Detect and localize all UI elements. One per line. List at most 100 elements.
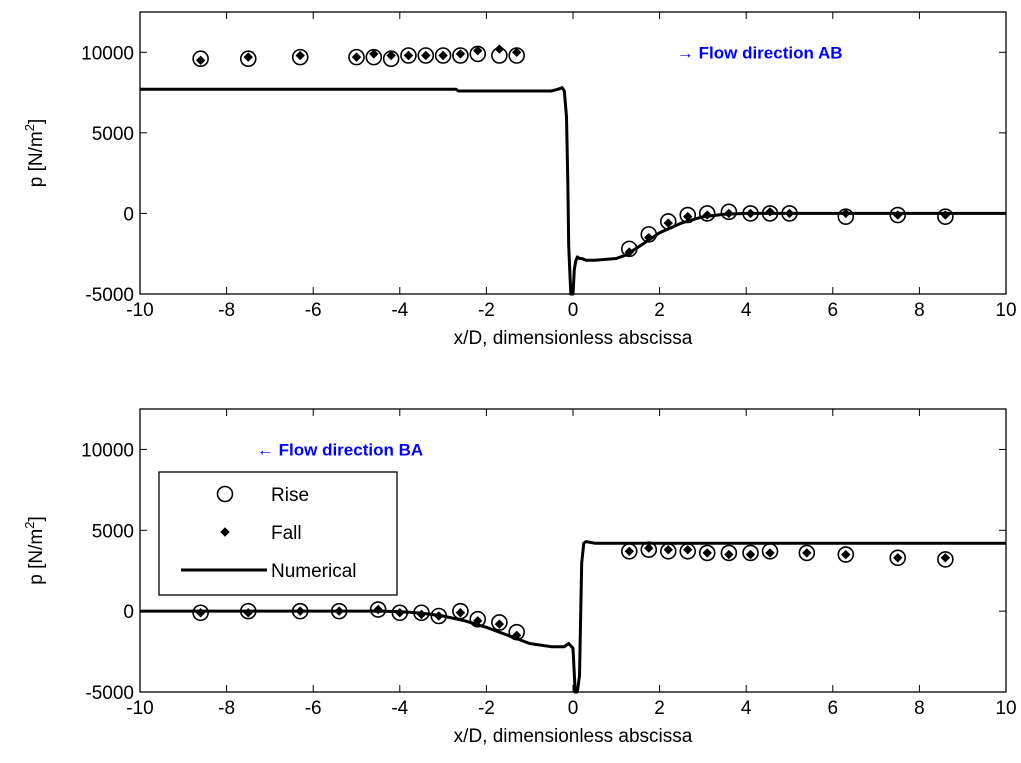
numerical-line [140,540,1006,694]
fall-marker [195,55,206,66]
fall-marker [893,553,903,563]
rise-marker [417,47,435,64]
flow-direction-annotation: → Flow direction AB [677,43,843,62]
fall-marker [644,543,654,553]
fall-marker [512,47,522,57]
fall-marker [295,50,305,61]
fall-marker [624,546,634,557]
rise-marker [348,48,365,66]
y-axis-label-main: p [N/m [26,529,47,585]
x-tick-label: -8 [218,698,235,719]
numerical-line [140,86,1006,296]
x-tick-label: 4 [741,300,752,321]
x-tick-label: -10 [126,300,153,321]
fall-marker [369,49,379,59]
y-tick-label: 5000 [92,521,134,542]
rise-marker [369,601,387,618]
rise-marker [469,610,487,628]
x-tick-label: -10 [126,698,153,719]
fall-marker [494,44,505,54]
legend: Rise Fall Numerical [158,471,398,596]
fall-marker [802,548,812,558]
fall-marker [745,549,756,560]
fall-marker [220,527,230,537]
x-tick-label: -2 [478,698,495,719]
x-tick-label: -4 [391,300,408,321]
rise-marker [192,50,209,68]
fall-marker [841,549,851,560]
rise-marker [889,549,907,567]
rise-marker [239,50,257,68]
x-tick-label: -6 [305,698,322,719]
rise-marker [937,551,954,568]
x-tick-label: 0 [568,300,579,321]
y-tick-label: 0 [123,204,134,225]
y-axis-label-main: p [N/m [26,131,47,187]
y-tick-label: -5000 [85,683,134,704]
legend-label: Rise [271,485,309,506]
fall-marker [421,50,431,61]
fall-marker [663,218,673,228]
x-tick-label: 6 [828,698,839,719]
bottom-plot-panel: -10 -8 -6 -4 -2 0 2 4 6 8 10 -5000 0 5000 10000 x/D, di… [22,408,1017,747]
x-tick-label: -4 [391,698,408,719]
fall-marker [940,553,951,563]
y-tick-label: 10000 [81,43,134,64]
rise-marker [742,544,759,562]
rise-marker [698,205,716,222]
x-tick-label: 6 [828,300,839,321]
rise-marker [798,544,816,562]
x-axis-label: x/D, dimensionless abscissa [454,726,693,747]
rise-marker [291,48,309,66]
fall-marker [455,49,466,59]
y-axis-label: p [N/m2] [22,516,47,584]
rise-marker [216,485,234,503]
fall-marker [765,548,775,558]
legend-label: Numerical [271,561,357,582]
fall-marker [351,52,362,62]
y-tick-label: 10000 [81,440,134,461]
rise-marker [720,203,738,221]
y-tick-label: 5000 [92,124,134,145]
x-tick-label: 8 [914,300,925,321]
rise-marker [937,208,954,225]
series-numerical [140,86,1006,296]
fall-marker [438,50,448,61]
x-tick-label: -6 [305,300,322,321]
x-tick-label: 2 [654,698,665,719]
series-numerical [140,540,1006,694]
fall-marker [663,544,673,555]
fall-marker [702,548,712,558]
fall-marker [473,45,483,56]
x-tick-label: 10 [995,698,1016,719]
x-tick-label: 0 [568,698,579,719]
x-tick-label: 8 [914,698,925,719]
fall-marker [403,50,414,61]
fall-marker [683,544,693,555]
rise-marker [434,47,452,64]
rise-marker [400,47,417,64]
legend-label: Fall [271,523,302,544]
flow-direction-annotation: ← Flow direction BA [257,440,423,459]
x-axis-label: x/D, dimensionless abscissa [454,328,693,349]
x-tick-label: 4 [741,698,752,719]
fall-marker [455,608,466,618]
fall-marker [243,52,253,62]
y-axis-label-sup: 2 [22,522,37,529]
rise-marker [837,546,855,563]
fall-marker [386,50,396,61]
rise-marker [491,614,508,631]
y-tick-label: 0 [123,602,134,623]
y-axis-label-close: ] [26,119,47,124]
x-tick-label: -8 [218,300,235,321]
fall-marker [494,619,505,629]
fall-marker [724,549,734,560]
y-axis-label-sup: 2 [22,124,37,131]
rise-marker [698,544,716,562]
x-tick-label: -2 [478,300,495,321]
x-tick-label: 10 [995,300,1016,321]
y-axis-label-close: ] [26,516,47,521]
top-plot-panel: -10 -8 -6 -4 -2 0 2 4 6 8 10 -5000 0 5000 10000 x/D, di… [22,11,1017,349]
plot-area [139,11,1007,295]
